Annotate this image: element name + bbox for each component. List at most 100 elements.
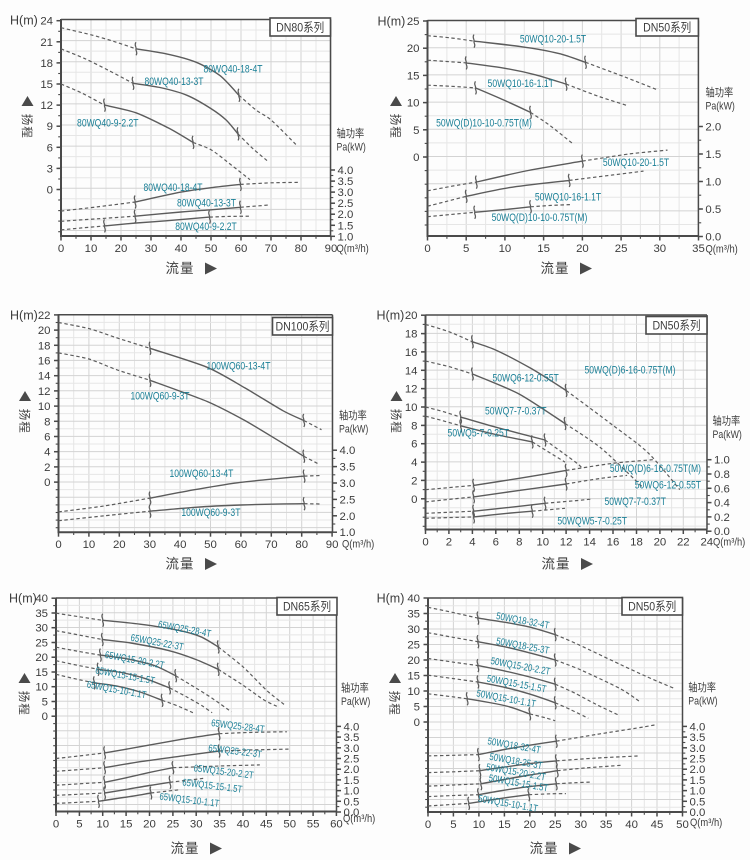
svg-text:5: 5: [450, 819, 456, 831]
svg-text:轴功率: 轴功率: [339, 408, 367, 422]
svg-text:0: 0: [414, 717, 420, 729]
svg-text:程: 程: [389, 421, 402, 433]
svg-text:5: 5: [414, 702, 420, 714]
svg-text:25: 25: [407, 16, 420, 28]
svg-text:80: 80: [295, 539, 308, 551]
svg-text:1.0: 1.0: [714, 455, 730, 467]
svg-text:30: 30: [35, 623, 48, 635]
svg-text:流量: 流量: [166, 261, 195, 276]
svg-text:15: 15: [498, 819, 511, 831]
svg-text:1.0: 1.0: [690, 786, 706, 798]
svg-text:25: 25: [35, 638, 48, 650]
svg-text:40: 40: [175, 243, 188, 255]
svg-text:DN50系列: DN50系列: [643, 21, 691, 35]
svg-text:流量: 流量: [541, 261, 570, 276]
svg-text:30: 30: [143, 539, 156, 551]
svg-text:40: 40: [174, 539, 187, 551]
svg-text:轴功率: 轴功率: [337, 126, 365, 140]
svg-text:Pa(kW): Pa(kW): [341, 696, 370, 708]
svg-text:DN50系列: DN50系列: [628, 600, 676, 614]
svg-text:24: 24: [700, 537, 713, 549]
svg-text:Pa(kW): Pa(kW): [339, 424, 368, 436]
svg-text:15: 15: [35, 667, 48, 679]
svg-text:0.0: 0.0: [690, 807, 706, 819]
svg-text:5: 5: [76, 819, 82, 831]
svg-text:2.0: 2.0: [340, 511, 356, 523]
svg-text:12: 12: [38, 386, 51, 398]
svg-text:H(m): H(m): [9, 592, 37, 606]
svg-text:10: 10: [407, 686, 420, 698]
svg-text:20: 20: [143, 819, 156, 831]
svg-text:H(m): H(m): [10, 309, 38, 323]
svg-text:50: 50: [283, 819, 296, 831]
svg-text:2: 2: [411, 475, 417, 487]
svg-text:2.0: 2.0: [690, 764, 706, 776]
svg-text:20: 20: [654, 537, 667, 549]
svg-text:12: 12: [560, 537, 573, 549]
svg-text:0.8: 0.8: [714, 469, 730, 481]
svg-text:10: 10: [473, 819, 486, 831]
svg-text:扬: 扬: [17, 409, 31, 421]
svg-text:0: 0: [424, 243, 430, 255]
svg-text:20: 20: [407, 655, 420, 667]
svg-text:20: 20: [38, 325, 51, 337]
svg-text:100WQ60-9-3T: 100WQ60-9-3T: [181, 507, 240, 519]
svg-text:6: 6: [493, 537, 499, 549]
svg-text:0: 0: [55, 539, 61, 551]
svg-text:8: 8: [516, 537, 522, 549]
svg-text:80WQ40-9-2.2T: 80WQ40-9-2.2T: [77, 118, 139, 130]
svg-text:50WQ5-7-0.25T: 50WQ5-7-0.25T: [448, 428, 510, 440]
svg-text:程: 程: [17, 703, 30, 715]
svg-text:40: 40: [407, 593, 420, 605]
svg-text:70: 70: [265, 243, 278, 255]
svg-text:0: 0: [413, 152, 419, 164]
svg-text:10: 10: [96, 819, 109, 831]
svg-text:1.0: 1.0: [338, 231, 354, 243]
svg-text:10: 10: [536, 537, 549, 549]
svg-text:25: 25: [549, 819, 562, 831]
svg-text:6: 6: [44, 432, 50, 444]
svg-text:10: 10: [83, 539, 96, 551]
svg-text:0: 0: [425, 819, 431, 831]
svg-text:35: 35: [213, 819, 226, 831]
svg-text:轴功率: 轴功率: [706, 85, 734, 99]
svg-text:0.0: 0.0: [344, 807, 360, 819]
svg-text:50WQ6-12-0.55T: 50WQ6-12-0.55T: [635, 480, 702, 492]
svg-text:扬: 扬: [17, 691, 31, 703]
svg-text:30: 30: [653, 243, 666, 255]
svg-text:2.0: 2.0: [338, 209, 354, 221]
svg-text:2.5: 2.5: [338, 198, 354, 210]
svg-text:10: 10: [85, 243, 98, 255]
svg-text:100WQ60-9-3T: 100WQ60-9-3T: [130, 391, 189, 403]
svg-text:3.5: 3.5: [344, 732, 360, 744]
svg-text:20: 20: [113, 539, 126, 551]
svg-text:35: 35: [600, 819, 613, 831]
svg-text:流量: 流量: [166, 557, 195, 572]
svg-text:程: 程: [20, 126, 33, 138]
svg-text:1.5: 1.5: [338, 220, 354, 232]
svg-text:10: 10: [499, 243, 512, 255]
svg-text:1.0: 1.0: [340, 527, 356, 539]
svg-text:2.0: 2.0: [344, 764, 360, 776]
svg-text:轴功率: 轴功率: [713, 414, 741, 428]
svg-text:50WQ(D)10-10-0.75T(M): 50WQ(D)10-10-0.75T(M): [436, 118, 532, 130]
svg-text:0: 0: [411, 494, 417, 506]
svg-text:60: 60: [235, 243, 248, 255]
svg-text:50WQW5-7-0.25T: 50WQW5-7-0.25T: [557, 516, 627, 528]
svg-text:3.0: 3.0: [338, 187, 354, 199]
svg-text:8: 8: [411, 420, 417, 432]
svg-text:50WQ6-12-0.55T: 50WQ6-12-0.55T: [492, 373, 559, 385]
svg-text:50: 50: [204, 539, 217, 551]
svg-text:50: 50: [676, 819, 689, 831]
svg-text:3.5: 3.5: [338, 176, 354, 188]
svg-text:21: 21: [40, 37, 53, 49]
svg-text:3.0: 3.0: [344, 743, 360, 755]
svg-text:20: 20: [523, 819, 536, 831]
svg-text:1.5: 1.5: [705, 149, 721, 161]
svg-text:90: 90: [326, 539, 339, 551]
svg-text:3: 3: [47, 163, 53, 175]
svg-text:14: 14: [583, 537, 596, 549]
svg-text:45: 45: [651, 819, 664, 831]
svg-text:程: 程: [388, 126, 401, 138]
svg-text:DN100系列: DN100系列: [276, 320, 330, 334]
